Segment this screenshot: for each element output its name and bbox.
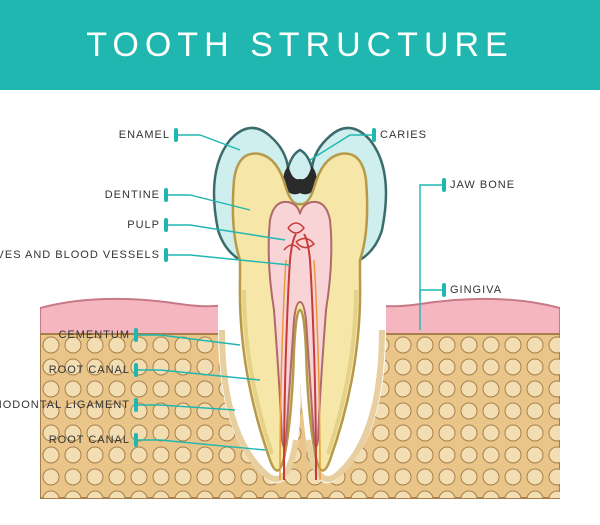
tick-caries xyxy=(372,128,376,142)
label-rootcanal2: ROOT CANAL xyxy=(49,434,130,446)
label-nerves: NERVES AND BLOOD VESSELS xyxy=(0,249,160,261)
tick-enamel xyxy=(174,128,178,142)
tick-jawbone xyxy=(442,178,446,192)
label-rootcanal1: ROOT CANAL xyxy=(49,364,130,376)
tick-rootcanal2 xyxy=(134,433,138,447)
tick-dentine xyxy=(164,188,168,202)
label-pulp: PULP xyxy=(127,219,160,231)
tick-cementum xyxy=(134,328,138,342)
tick-gingiva xyxy=(442,283,446,297)
tick-nerves xyxy=(164,248,168,262)
tick-rootcanal1 xyxy=(134,363,138,377)
tooth-illustration xyxy=(200,110,400,490)
title-banner: TOOTH STRUCTURE xyxy=(0,0,600,90)
label-jawbone: JAW BONE xyxy=(450,179,515,191)
label-gingiva: GINGIVA xyxy=(450,284,502,296)
label-cementum: CEMENTUM xyxy=(58,329,130,341)
page-title: TOOTH STRUCTURE xyxy=(86,26,513,65)
label-periodontal: PERIODONTAL LIGAMENT xyxy=(0,399,130,411)
diagram-stage: ENAMEL CARIES JAW BONE DENTINE PULP NERVES AN… xyxy=(0,90,600,525)
tick-periodontal xyxy=(134,398,138,412)
tick-pulp xyxy=(164,218,168,232)
label-dentine: DENTINE xyxy=(105,189,160,201)
label-enamel: ENAMEL xyxy=(119,129,170,141)
label-caries: CARIES xyxy=(380,129,427,141)
